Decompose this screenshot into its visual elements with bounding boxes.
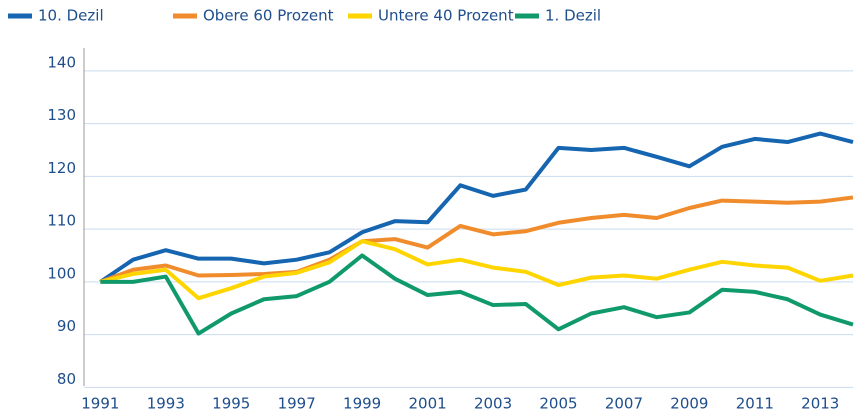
x-tick-label: 1991 — [81, 395, 119, 413]
series-line — [100, 253, 854, 336]
y-tick-label: 130 — [47, 106, 76, 124]
x-tick-label: 1995 — [212, 395, 250, 413]
y-tick-label: 80 — [57, 370, 76, 388]
series-line — [99, 195, 854, 284]
y-tick-label: 100 — [47, 264, 76, 282]
series-line — [99, 239, 854, 301]
x-tick-label: 1997 — [278, 395, 316, 413]
legend-label: Untere 40 Prozent — [378, 7, 514, 25]
legend-label: Obere 60 Prozent — [203, 7, 334, 25]
x-tick-label: 1999 — [343, 395, 381, 413]
x-tick-label: 1993 — [147, 395, 185, 413]
y-tick-label: 140 — [47, 53, 76, 71]
y-tick-label: 110 — [47, 212, 76, 230]
legend-label: 10. Dezil — [38, 7, 104, 25]
x-tick-label: 2001 — [409, 395, 447, 413]
x-tick-label: 2013 — [801, 395, 839, 413]
legend-label: 1. Dezil — [545, 7, 601, 25]
series-line — [99, 131, 854, 284]
y-tick-label: 120 — [47, 159, 76, 177]
y-tick-label: 90 — [57, 317, 76, 335]
x-tick-label: 2005 — [539, 395, 577, 413]
x-tick-label: 2007 — [605, 395, 643, 413]
x-tick-label: 2003 — [474, 395, 512, 413]
x-tick-label: 2011 — [736, 395, 774, 413]
x-tick-label: 2009 — [670, 395, 708, 413]
